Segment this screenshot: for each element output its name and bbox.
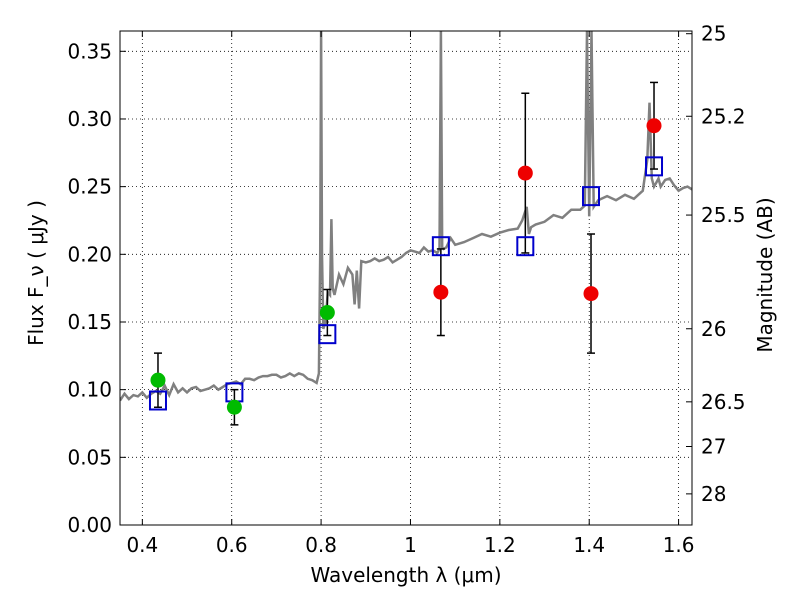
y-tick-label: 0.00 (67, 513, 112, 537)
x-tick-label: 1.6 (663, 533, 695, 557)
spectrum-line (120, 31, 692, 402)
x-tick-label: 0.8 (305, 533, 337, 557)
y2-tick-label: 25 (701, 22, 726, 46)
x-tick-label: 1.2 (484, 533, 516, 557)
observed-point (433, 284, 449, 300)
model-square-marker (318, 324, 337, 345)
y-tick-label: 0.10 (67, 378, 112, 402)
observed-point (646, 118, 662, 134)
observed-point (319, 305, 335, 321)
model-square-marker (516, 236, 535, 257)
y2-axis-label: Magnitude (AB) (753, 197, 777, 352)
x-tick-label: 0.4 (126, 533, 158, 557)
y2-tick-label: 27 (701, 435, 726, 459)
y2-tick-label: 26 (701, 317, 726, 341)
plot-area (120, 31, 692, 426)
y2-tick-label: 28 (701, 482, 726, 506)
x-tick-label: 0.6 (216, 533, 248, 557)
y-tick-label: 0.05 (67, 445, 112, 469)
y-axis-label: Flux F_ν ( μJy ) (24, 200, 48, 346)
y-tick-label: 0.30 (67, 107, 112, 131)
model-square-marker (148, 390, 167, 411)
x-tick-label: 1 (404, 533, 417, 557)
y2-tick-label: 25.2 (701, 104, 746, 128)
model-square-marker (431, 236, 450, 257)
axes: 0.4 0.6 0.8 1 1.2 1.4 1.6 0.00 0.05 0.10 0.15 0.20 0… (67, 22, 745, 557)
y-tick-label: 0.20 (67, 242, 112, 266)
y-tick-label: 0.35 (67, 39, 112, 63)
observed-point (226, 399, 242, 415)
plot-frame (119, 30, 693, 526)
x-tick-label: 1.4 (573, 533, 605, 557)
y-tick-label: 0.15 (67, 310, 112, 334)
y2-tick-label: 26.5 (701, 390, 746, 414)
observed-point (583, 286, 599, 302)
y-tick-label: 0.25 (67, 175, 112, 199)
y2-tick-label: 25.5 (701, 203, 746, 227)
x-axis-label: Wavelength λ (μm) (310, 563, 501, 587)
model-square-marker (582, 186, 601, 207)
observed-point (150, 372, 166, 388)
observed-point (517, 165, 533, 181)
model-square-marker (645, 156, 664, 177)
